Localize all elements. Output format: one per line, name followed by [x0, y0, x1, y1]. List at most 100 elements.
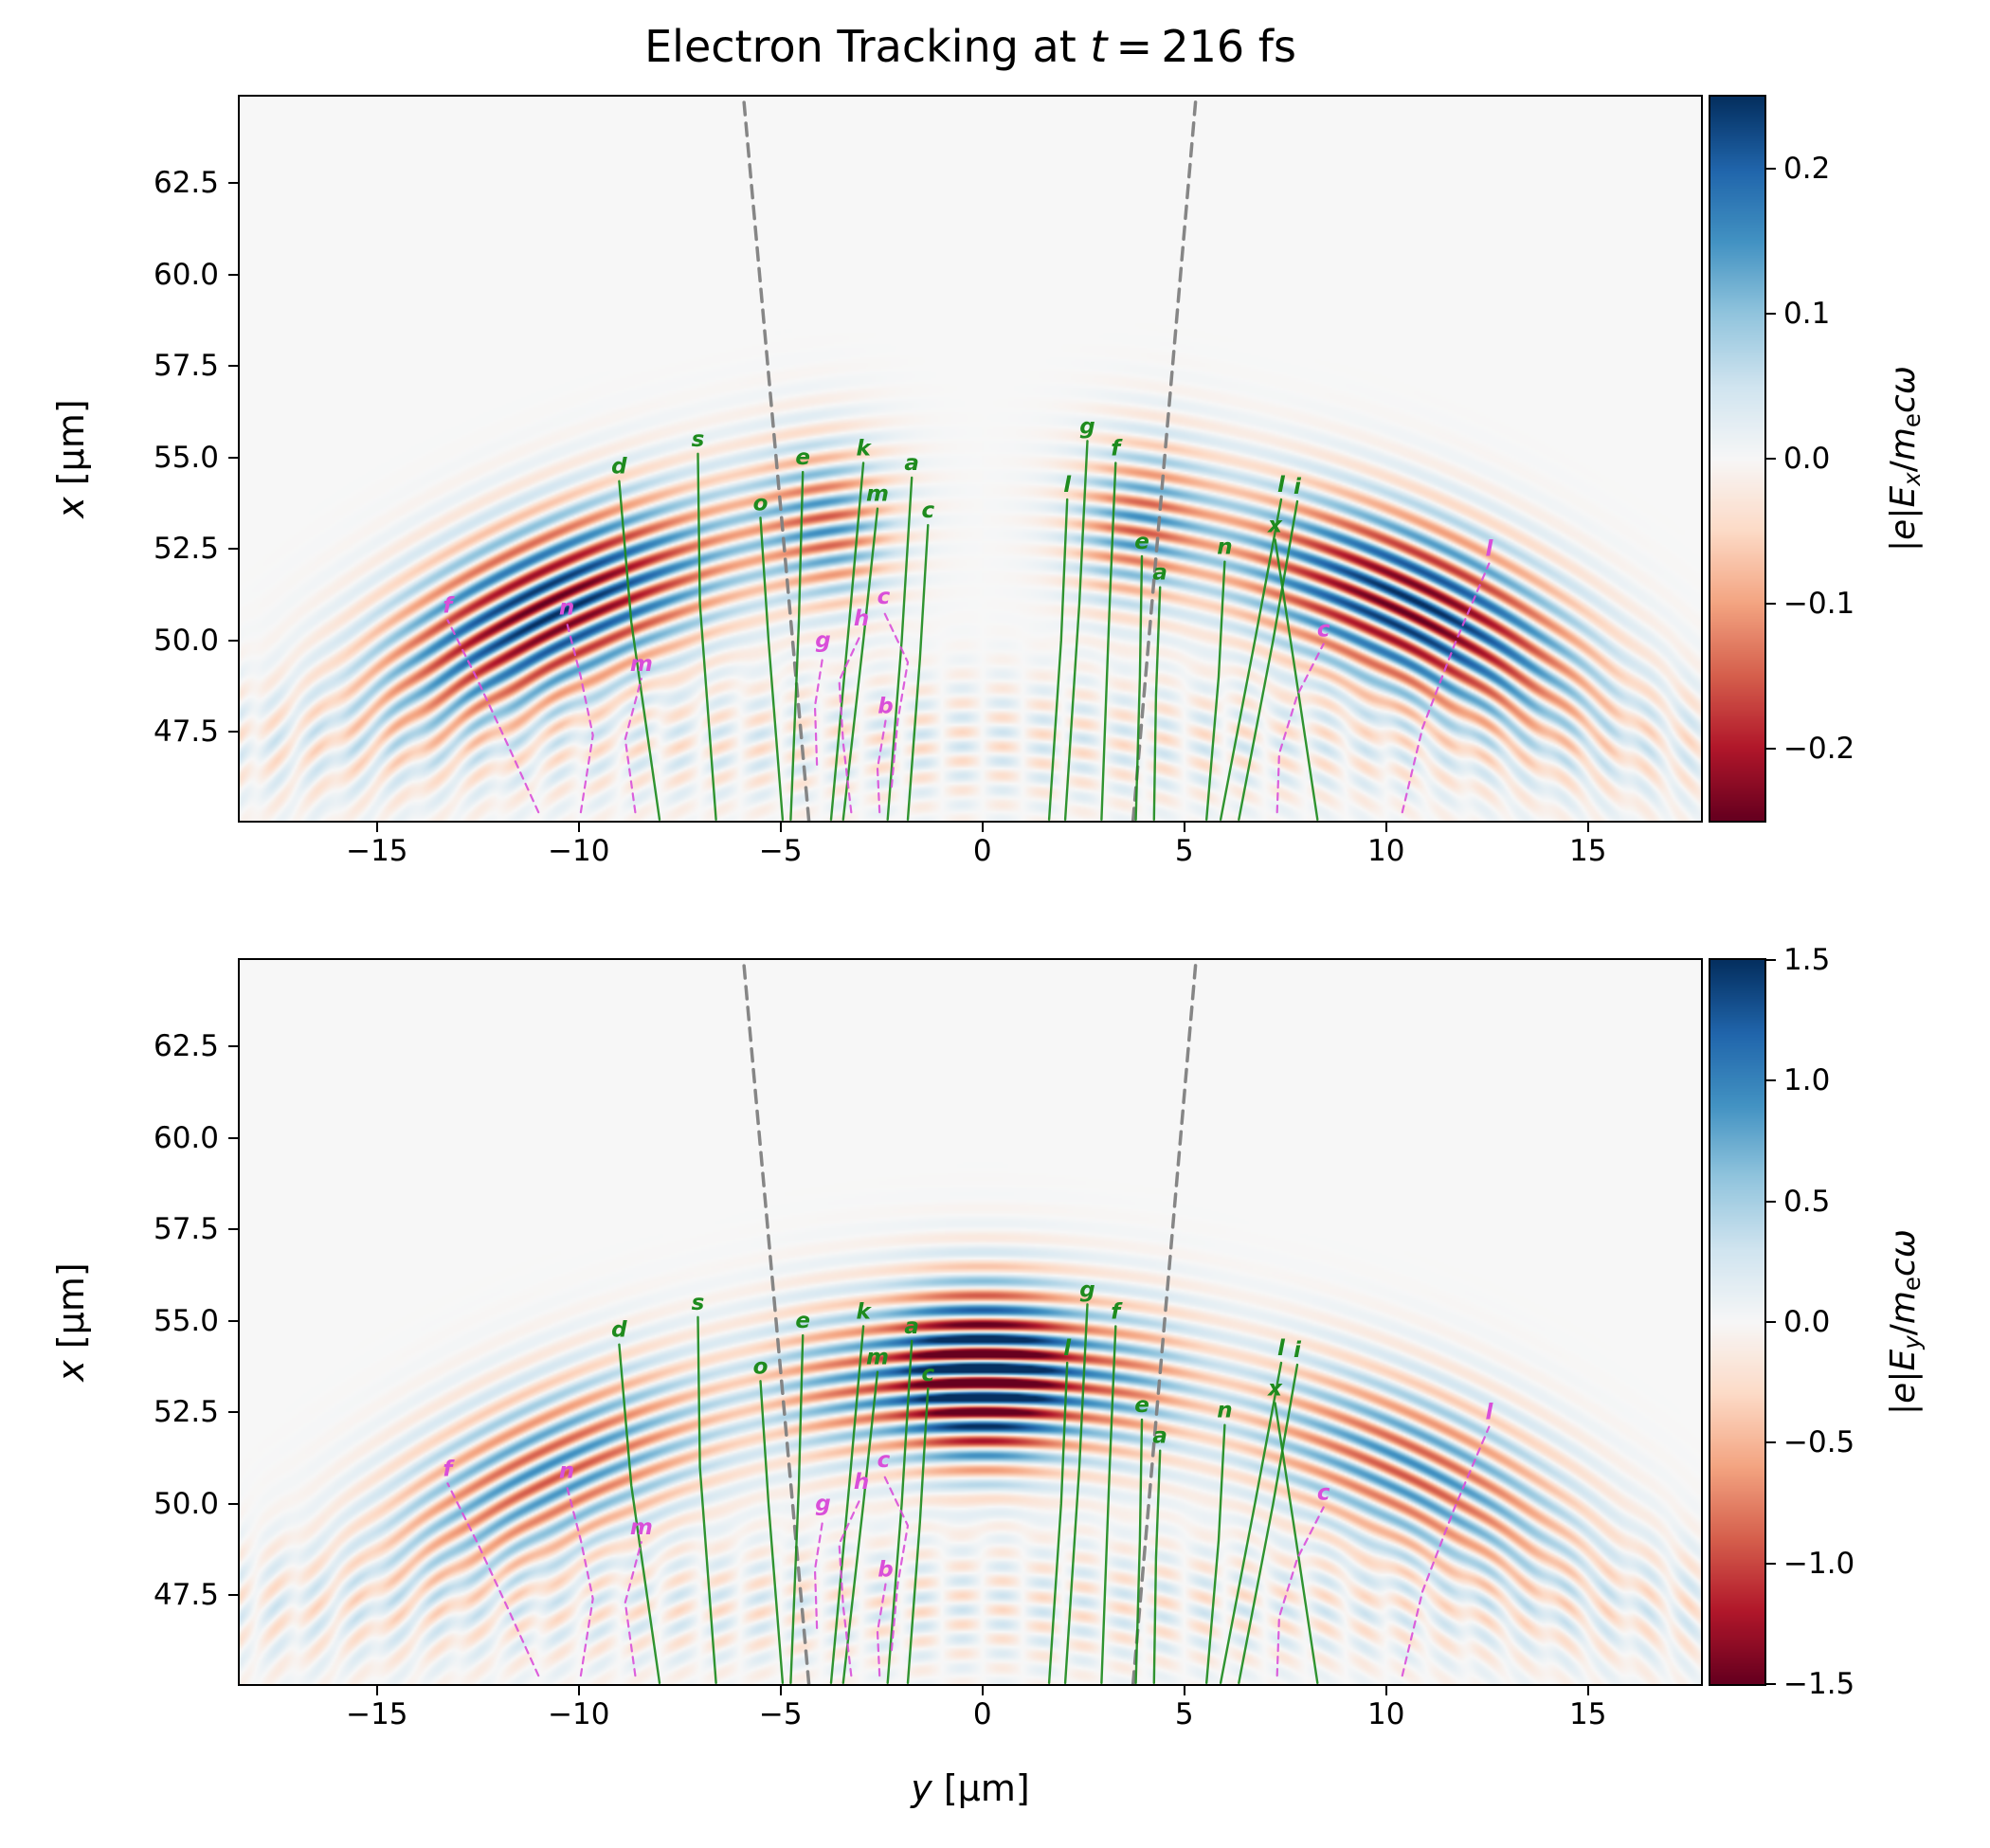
x-tick-mark [1586, 1684, 1589, 1695]
title-prefix: Electron Tracking at [644, 21, 1091, 72]
x-tick-label: −5 [758, 834, 803, 868]
trajectory-label: a [1152, 1424, 1167, 1449]
x-tick-label: −15 [346, 834, 408, 868]
ylabel-var: x [50, 497, 92, 518]
x-tick-mark [779, 821, 782, 832]
tracked-electron-trajectory [1047, 1361, 1069, 1684]
trajectory-label: x [1267, 1377, 1283, 1402]
y-tick-label: 47.5 [153, 1578, 219, 1613]
trajectory-label: n [1217, 1399, 1232, 1423]
lost-electron-trajectory [876, 719, 887, 814]
trajectory-label: l [1277, 1336, 1286, 1361]
colorbar-tick-label: 0.5 [1783, 1184, 1831, 1219]
tracked-electron-trajectory [886, 1339, 914, 1684]
x-tick-label: 5 [1174, 834, 1194, 868]
tracked-electron-trajectory [841, 507, 879, 821]
trajectory-label: b [877, 695, 893, 719]
lost-electron-trajectory [882, 1473, 910, 1652]
y-tick-mark [228, 1502, 240, 1505]
colorbar-tick-mark [1764, 1683, 1776, 1685]
colorbar-label-part: x [1898, 472, 1927, 486]
y-tick-mark [228, 639, 240, 642]
y-tick-mark [228, 731, 240, 734]
xlabel-var: y [911, 1767, 932, 1809]
colorbar-label-part: e [1898, 1277, 1927, 1292]
tracked-electron-trajectory [1134, 1418, 1144, 1684]
trajectory-label: l [1063, 1336, 1072, 1361]
tracked-electron-trajectory [789, 1333, 805, 1684]
tracked-electron-trajectory [1205, 560, 1226, 821]
trajectory-label: n [1217, 535, 1232, 560]
trajectory-label: f [443, 593, 455, 618]
colorbar-tick-label: 1.5 [1783, 943, 1831, 977]
y-tick-mark [228, 1045, 240, 1048]
y-tick-label: 47.5 [153, 715, 219, 750]
x-tick-label: 15 [1568, 834, 1607, 868]
colorbar-axis-label: |e|Ex/mecω [1884, 366, 1926, 552]
ey-y-axis-label: x [μm] [50, 1262, 92, 1381]
lost-electron-trajectory [813, 1517, 824, 1629]
tracked-electron-trajectory [1063, 1303, 1089, 1684]
trajectory-label: m [866, 482, 889, 507]
lost-electron-trajectory [624, 1541, 642, 1677]
trajectory-label: c [921, 1362, 934, 1386]
colorbar-label-part: | [1883, 1403, 1923, 1415]
y-tick-label: 62.5 [153, 166, 219, 201]
x-tick-label: −5 [758, 1697, 803, 1731]
colorbar-label-part: m [1883, 427, 1923, 462]
colorbar-tick-mark [1764, 1441, 1776, 1444]
trajectory-label: l [1063, 473, 1072, 498]
laser-cone-line [741, 97, 811, 821]
lost-electron-trajectory [813, 654, 824, 766]
tracked-electron-trajectory [1100, 1325, 1117, 1684]
lost-electron-trajectory [446, 1482, 540, 1677]
trajectory-label: a [904, 451, 919, 476]
ex-y-axis-label: x [μm] [50, 399, 92, 517]
trajectory-label: f [443, 1457, 455, 1481]
y-tick-mark [228, 182, 240, 185]
ex-field-heatmap [240, 97, 1701, 821]
colorbar-tick-label: 0.1 [1783, 297, 1831, 332]
trajectory-label: g [815, 628, 830, 653]
figure-title: Electron Tracking at t = 216 fs [240, 21, 1701, 72]
tracked-electron-trajectory [1205, 1423, 1226, 1684]
tracked-electron-trajectory [789, 470, 805, 821]
trajectory-label: f [1111, 436, 1123, 461]
x-tick-mark [779, 1684, 782, 1695]
y-tick-mark [228, 548, 240, 551]
trajectory-label: m [866, 1346, 889, 1370]
x-tick-label: 0 [972, 1697, 992, 1731]
colorbar-label-part: / [1883, 1324, 1923, 1336]
lost-electron-trajectory [446, 619, 540, 814]
trajectory-label: e [1134, 530, 1149, 554]
trajectory-label: i [1294, 475, 1302, 499]
tracked-electron-trajectory [906, 1386, 930, 1684]
ex-colorbar: 0.2 0.1 0.0 −0.1 −0.2 |e|Ex/mecω [1709, 95, 1926, 823]
colorbar-label-part: c [1883, 394, 1923, 413]
y-tick-label: 52.5 [153, 1395, 219, 1430]
lost-electron-trajectory [565, 1484, 594, 1677]
trajectory-label: o [753, 1354, 769, 1379]
tracked-electron-trajectory [906, 523, 930, 821]
trajectory-label: d [611, 455, 627, 480]
colorbar-label-part: / [1883, 461, 1923, 473]
trajectory-label: l [1485, 1401, 1493, 1425]
trajectory-label: c [877, 585, 891, 609]
trajectory-label: c [877, 1448, 891, 1473]
x-axis-label: y [μm] [240, 1767, 1701, 1809]
colorbar-tick-mark [1764, 168, 1776, 171]
colorbar-label-part: e [1883, 1382, 1923, 1404]
colorbar-tick-mark [1764, 1321, 1776, 1323]
trajectory-label: i [1294, 1338, 1302, 1363]
colorbar-tick-mark [1764, 313, 1776, 316]
trajectory-label: k [856, 1299, 872, 1324]
colorbar-tick-mark [1764, 1200, 1776, 1203]
tracked-electron-trajectory [1100, 462, 1117, 821]
colorbar-tick-label: −0.1 [1783, 586, 1855, 621]
trajectory-label: h [854, 1470, 869, 1495]
lost-electron-trajectory [1275, 1506, 1325, 1677]
trajectory-label: m [630, 1515, 653, 1540]
